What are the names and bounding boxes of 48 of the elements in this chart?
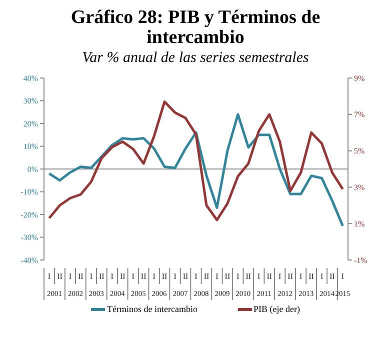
y-tick-label: 20% [23, 119, 38, 128]
y-tick-label: -20% [20, 210, 38, 220]
x-tick-label: I [48, 272, 51, 281]
x-tick-label: I [194, 272, 198, 281]
x-tick-label: II [78, 272, 84, 281]
x-tick-label: II [330, 272, 336, 281]
x-tick-label: I [68, 272, 72, 281]
y-tick-label: -10% [20, 188, 38, 197]
y2-tick-label: 7% [354, 110, 365, 120]
x-tick-label: II [308, 272, 314, 281]
x-tick-label: I [258, 272, 261, 281]
x-tick-label: II [246, 272, 252, 281]
x-tick-label: I [174, 272, 177, 281]
chart-subtitle: Var % anual de las series semestrales [81, 49, 310, 68]
y2-tick-label: 5% [354, 146, 365, 156]
x-tick-label: I [278, 272, 282, 281]
y2-tick-label: -1% [354, 256, 368, 265]
x-tick-label: I [216, 272, 219, 281]
x-tick-label: II [182, 272, 189, 281]
x-tick-label: II [57, 272, 63, 281]
x-tick-label: I [132, 272, 135, 281]
x-tick-label: II [204, 272, 210, 281]
y2-tick-label: 9% [354, 74, 365, 83]
y-tick-label: -40% [20, 256, 38, 265]
y2-tick-label: 3% [354, 183, 365, 192]
x-tick-label: II [98, 272, 105, 281]
y-tick-label: -30% [20, 233, 38, 242]
y2-tick-label: 1% [354, 219, 365, 228]
legend-label: Términos de intercambio [106, 304, 198, 314]
x-tick-label: I [299, 272, 302, 281]
x-tick-label: II [120, 272, 126, 281]
x-tick-label: II [288, 272, 294, 281]
chart-title: Gráfico 28: PIB y Términos de intercambio [70, 7, 322, 48]
x-tick-label: I [110, 272, 114, 281]
x-tick-label: II [224, 272, 230, 281]
y-tick-label: 40% [23, 74, 38, 83]
y-tick-label: 10% [23, 142, 38, 152]
x-tick-label: I [236, 272, 240, 281]
y-tick-label: 0% [27, 164, 38, 174]
x-tick-label: I [152, 272, 156, 281]
x-tick-label: I [320, 272, 324, 281]
x-tick-label: I [90, 272, 93, 281]
x-tick-label: II [140, 272, 147, 281]
x-tick-label: I [341, 272, 344, 281]
legend-label: PIB (eje der) [252, 304, 300, 314]
x-tick-label: II [162, 272, 168, 281]
y-tick-label: 30% [23, 96, 38, 106]
x-tick-label: II [266, 272, 272, 281]
